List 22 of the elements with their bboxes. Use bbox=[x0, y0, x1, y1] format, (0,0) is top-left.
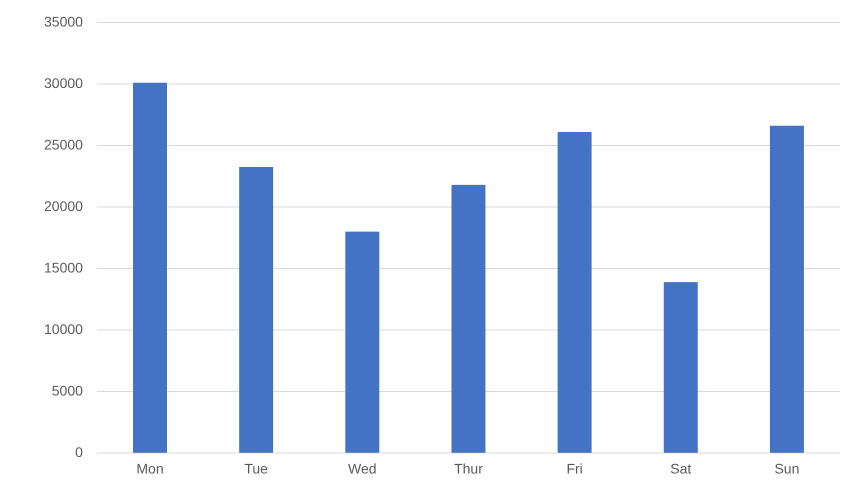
bar bbox=[664, 282, 698, 453]
y-tick-label: 20000 bbox=[44, 198, 84, 214]
y-tick-label: 35000 bbox=[44, 13, 84, 30]
bar bbox=[558, 132, 592, 453]
y-tick-label: 0 bbox=[75, 444, 84, 460]
y-tick-label: 5000 bbox=[52, 382, 84, 399]
x-tick-label: Thur bbox=[454, 460, 484, 476]
bar bbox=[451, 184, 486, 453]
y-tick-label: 30000 bbox=[44, 74, 84, 91]
y-tick-label: 25000 bbox=[44, 136, 84, 152]
x-tick-label: Tue bbox=[244, 460, 268, 476]
bar bbox=[770, 126, 804, 453]
x-tick-label: Mon bbox=[136, 460, 164, 476]
y-tick-label: 15000 bbox=[44, 259, 84, 276]
bar bbox=[345, 232, 380, 453]
x-tick-label: Wed bbox=[348, 460, 377, 476]
bar bbox=[239, 167, 274, 453]
x-tick-label: Fri bbox=[566, 460, 583, 476]
y-tick-label: 10000 bbox=[44, 320, 84, 337]
bar bbox=[133, 82, 167, 453]
x-tick-label: Sat bbox=[670, 460, 692, 476]
x-tick-label: Sun bbox=[774, 460, 800, 476]
